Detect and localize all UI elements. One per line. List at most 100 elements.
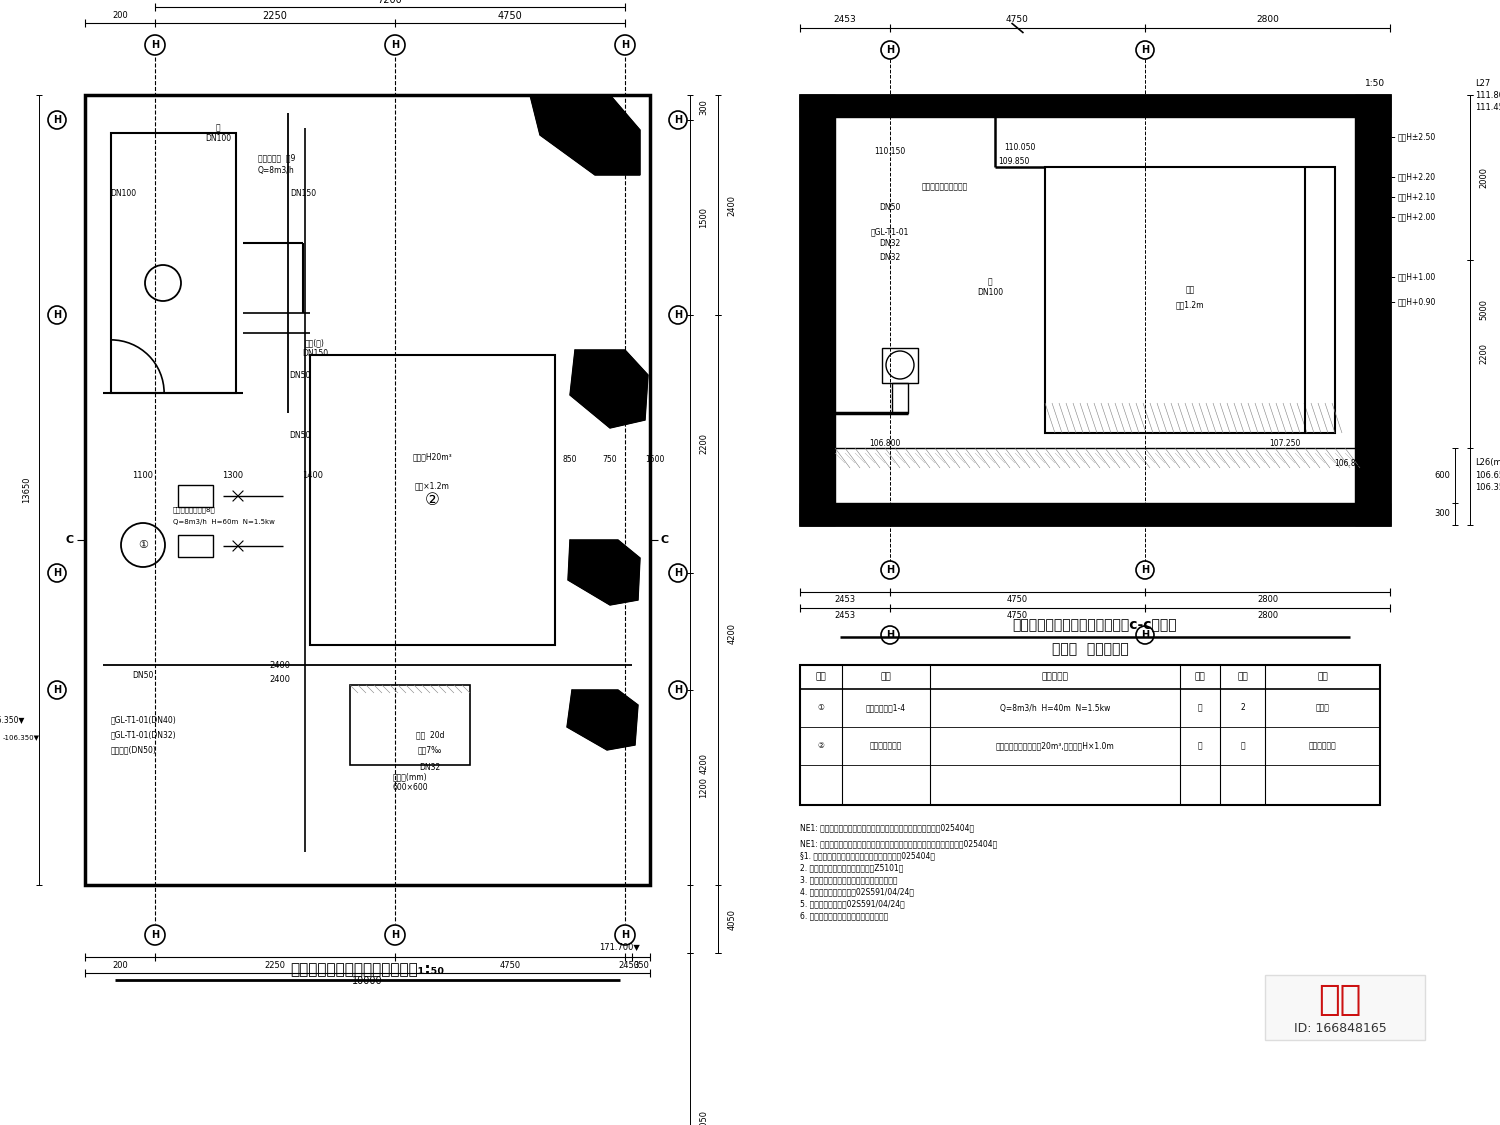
Text: 一: 一 xyxy=(1240,741,1245,750)
Text: 200: 200 xyxy=(112,11,128,20)
Text: 4050: 4050 xyxy=(699,1110,708,1125)
Text: 2: 2 xyxy=(1240,703,1245,712)
Text: 排管(明)
DN150: 排管(明) DN150 xyxy=(302,339,328,358)
Text: 楼板H±2.50: 楼板H±2.50 xyxy=(1398,133,1437,142)
Text: 4050: 4050 xyxy=(728,909,736,929)
Text: 2400: 2400 xyxy=(270,675,291,684)
Text: 管
DN100: 管 DN100 xyxy=(976,277,1004,297)
Text: 冷凝水提升泵1-4: 冷凝水提升泵1-4 xyxy=(865,703,906,712)
Text: H: H xyxy=(53,685,62,695)
Text: 楼板H+2.20: 楼板H+2.20 xyxy=(1398,172,1435,181)
Bar xyxy=(86,94,650,885)
Text: 1:50: 1:50 xyxy=(1365,79,1384,88)
Text: H: H xyxy=(392,40,399,50)
Text: 绿化给水管  给9: 绿化给水管 给9 xyxy=(258,153,296,162)
Text: ①: ① xyxy=(138,540,148,550)
Bar xyxy=(800,503,1390,525)
Text: 冷凝水集水管道及设备: 冷凝水集水管道及设备 xyxy=(922,182,968,191)
Text: 4200: 4200 xyxy=(728,623,736,645)
Text: 种植1.2m: 种植1.2m xyxy=(1176,300,1204,309)
Bar xyxy=(892,382,908,413)
Text: H: H xyxy=(621,40,628,50)
Text: 名称: 名称 xyxy=(880,673,891,682)
Text: 200: 200 xyxy=(112,961,128,970)
Text: H: H xyxy=(53,310,62,319)
Bar xyxy=(1046,166,1335,433)
Text: H: H xyxy=(392,930,399,940)
Text: 3. 冷凝水箱液位控制详见机电设备相关图纸。: 3. 冷凝水箱液位控制详见机电设备相关图纸。 xyxy=(800,875,897,884)
Text: 楼板H+2.10: 楼板H+2.10 xyxy=(1398,192,1435,201)
Text: 给排排管(DN50): 给排排管(DN50) xyxy=(111,746,158,755)
Text: 2800: 2800 xyxy=(1256,16,1280,25)
Text: 4750: 4750 xyxy=(1007,16,1029,25)
Text: 106.850: 106.850 xyxy=(1335,459,1365,468)
Text: 坡度7‰: 坡度7‰ xyxy=(419,746,442,755)
Text: DN50: DN50 xyxy=(132,670,153,680)
Bar xyxy=(178,485,213,507)
Text: 109.850: 109.850 xyxy=(999,158,1030,166)
Text: 300: 300 xyxy=(699,99,708,116)
Bar xyxy=(800,94,1390,117)
Text: 106.650: 106.650 xyxy=(1474,470,1500,479)
Text: 106.350▼: 106.350▼ xyxy=(1474,483,1500,492)
Text: DN100: DN100 xyxy=(110,189,136,198)
Text: 知末: 知末 xyxy=(1318,983,1362,1017)
Text: 冷凝水收集及绿化灌溉水泵机房₁:₅₀: 冷凝水收集及绿化灌溉水泵机房₁:₅₀ xyxy=(290,963,444,978)
Text: 楼板H+1.00: 楼板H+1.00 xyxy=(1398,272,1437,281)
Text: H: H xyxy=(1142,630,1149,640)
Text: ID: 166848165: ID: 166848165 xyxy=(1293,1022,1386,1035)
Text: -106.350▼: -106.350▼ xyxy=(3,734,40,740)
Bar xyxy=(1264,975,1425,1040)
Bar xyxy=(800,665,1380,806)
Text: 600: 600 xyxy=(1434,470,1450,479)
Bar xyxy=(350,685,470,765)
Text: 立式泵: 立式泵 xyxy=(1316,703,1329,712)
Text: 集水坑(mm): 集水坑(mm) xyxy=(393,773,427,782)
Text: L27: L27 xyxy=(1474,79,1490,88)
Text: 规格及性能: 规格及性能 xyxy=(1041,673,1068,682)
Text: 4. 本图管道支架参照图集02S591/04/24。: 4. 本图管道支架参照图集02S591/04/24。 xyxy=(800,886,913,896)
Text: 给GL-T1-01: 给GL-T1-01 xyxy=(871,227,909,236)
Text: §1. 本图设备参数参照暖通专业，暖通系统图见025404。: §1. 本图设备参数参照暖通专业，暖通系统图见025404。 xyxy=(800,850,934,860)
Text: H: H xyxy=(621,930,628,940)
Text: 一: 一 xyxy=(1197,741,1203,750)
Text: DN32: DN32 xyxy=(879,252,900,261)
Text: 5000: 5000 xyxy=(574,380,596,389)
Text: H: H xyxy=(674,568,682,578)
Text: C: C xyxy=(66,536,74,544)
Text: 4200: 4200 xyxy=(699,753,708,774)
Text: 171.700▼: 171.700▼ xyxy=(598,943,640,952)
Text: 小液位差控制有效容积20m³,有效水深H×1.0m: 小液位差控制有效容积20m³,有效水深H×1.0m xyxy=(996,741,1114,750)
Text: 2400: 2400 xyxy=(728,195,736,216)
Text: H: H xyxy=(1142,45,1149,55)
Text: 1100: 1100 xyxy=(132,470,153,479)
Text: 1500: 1500 xyxy=(699,207,708,228)
Bar xyxy=(800,94,1390,525)
Polygon shape xyxy=(530,94,640,176)
Text: 楼板H+2.00: 楼板H+2.00 xyxy=(1398,213,1437,222)
Text: NE1: 此处设备均由业主委托供应商实施安装。本图对应系统图为025404。: NE1: 此处设备均由业主委托供应商实施安装。本图对应系统图为025404。 xyxy=(800,824,974,832)
Text: 5. 管道安装参照图集02S591/04/24。: 5. 管道安装参照图集02S591/04/24。 xyxy=(800,899,904,908)
Text: 1400: 1400 xyxy=(303,470,324,479)
Text: ①: ① xyxy=(818,703,825,712)
Text: 台: 台 xyxy=(1197,703,1203,712)
Text: 冷凝水收集及绿化灌溉水泵机房c-c剖面图: 冷凝水收集及绿化灌溉水泵机房c-c剖面图 xyxy=(1013,618,1178,632)
Text: 106.350▼: 106.350▼ xyxy=(0,716,26,724)
Text: H: H xyxy=(886,565,894,575)
Text: 排管  20d: 排管 20d xyxy=(416,730,444,739)
Polygon shape xyxy=(568,540,640,605)
Text: DN50: DN50 xyxy=(290,370,310,379)
Text: 楼板H+0.90: 楼板H+0.90 xyxy=(1398,297,1437,306)
Text: 单位: 单位 xyxy=(1194,673,1206,682)
Text: 1300: 1300 xyxy=(222,470,243,479)
Text: 2200: 2200 xyxy=(699,433,708,454)
Text: 2200: 2200 xyxy=(1479,343,1488,364)
Text: 自水量H20m³: 自水量H20m³ xyxy=(413,452,453,461)
Text: H: H xyxy=(152,40,159,50)
Text: 1500: 1500 xyxy=(645,456,664,465)
Polygon shape xyxy=(567,690,638,750)
Text: 序号: 序号 xyxy=(816,673,827,682)
Text: 2800: 2800 xyxy=(1257,612,1278,621)
Text: ②: ② xyxy=(424,490,439,508)
Bar xyxy=(111,133,236,393)
